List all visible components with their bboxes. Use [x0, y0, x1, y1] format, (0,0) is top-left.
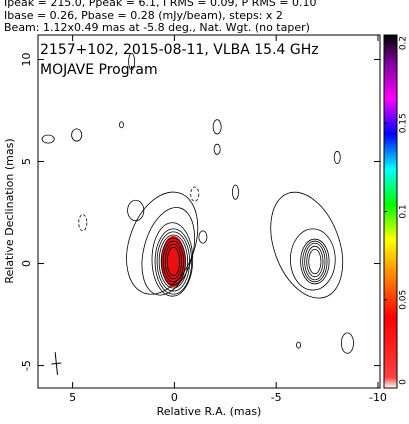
contour [212, 119, 222, 135]
contour [126, 191, 199, 295]
plot-frame [37, 34, 381, 389]
contour [340, 332, 354, 354]
beam-minor [51, 362, 62, 365]
contour [296, 341, 302, 349]
polarization-fill [161, 235, 186, 287]
x-axis-label: Relative R.A. (mas) [157, 405, 262, 418]
colorbar-tick-label: 0.2 [399, 36, 409, 50]
contour [166, 246, 180, 277]
y-tick-label: 5 [20, 158, 33, 165]
y-tick-label: -5 [20, 360, 33, 371]
contour [232, 184, 239, 200]
x-tick-label: 5 [69, 391, 76, 404]
x-tick-label: -10 [369, 391, 387, 404]
map-title: 2157+102, 2015-08-11, VLBA 15.4 GHz [40, 42, 319, 58]
contour [306, 245, 324, 278]
map-subtitle: MOJAVE Program [40, 62, 158, 78]
contour [71, 128, 83, 142]
x-tick-label: 0 [171, 391, 178, 404]
colorbar-tick-label: 0 [399, 379, 409, 385]
contour [78, 214, 88, 232]
contour [190, 186, 200, 202]
contour [160, 237, 186, 286]
x-tick-label: -5 [271, 391, 282, 404]
colorbar-tick-label: 0.15 [399, 113, 409, 133]
contour [290, 228, 336, 291]
y-tick-label: 0 [20, 260, 33, 267]
contour [154, 228, 193, 295]
contour [213, 143, 221, 155]
header-line: Ibase = 0.26, Pbase = 0.28 (mJy/beam), s… [4, 9, 283, 22]
header-line: Ipeak = 215.0, Ppeak = 6.1, I RMS = 0.09… [4, 0, 317, 9]
contour [128, 52, 136, 71]
y-tick-label: 10 [20, 52, 33, 66]
contour [151, 222, 194, 297]
contour [198, 230, 208, 244]
contour [164, 243, 182, 280]
y-axis-label: Relative Declination (mas) [3, 138, 16, 283]
header-line: Beam: 1.12x0.49 mas at -5.8 deg., Nat. W… [4, 21, 310, 34]
contour [158, 234, 189, 289]
contour [308, 248, 322, 275]
contour [119, 121, 124, 129]
contour [333, 150, 341, 164]
colorbar-tick-label: 0.1 [399, 204, 409, 218]
contour [302, 240, 328, 283]
contour [127, 199, 145, 222]
contour [162, 240, 184, 283]
contour [41, 134, 55, 144]
contour [300, 238, 330, 285]
contour [304, 242, 326, 281]
contour [270, 191, 344, 299]
colorbar-tick-label: 0.05 [399, 290, 409, 310]
